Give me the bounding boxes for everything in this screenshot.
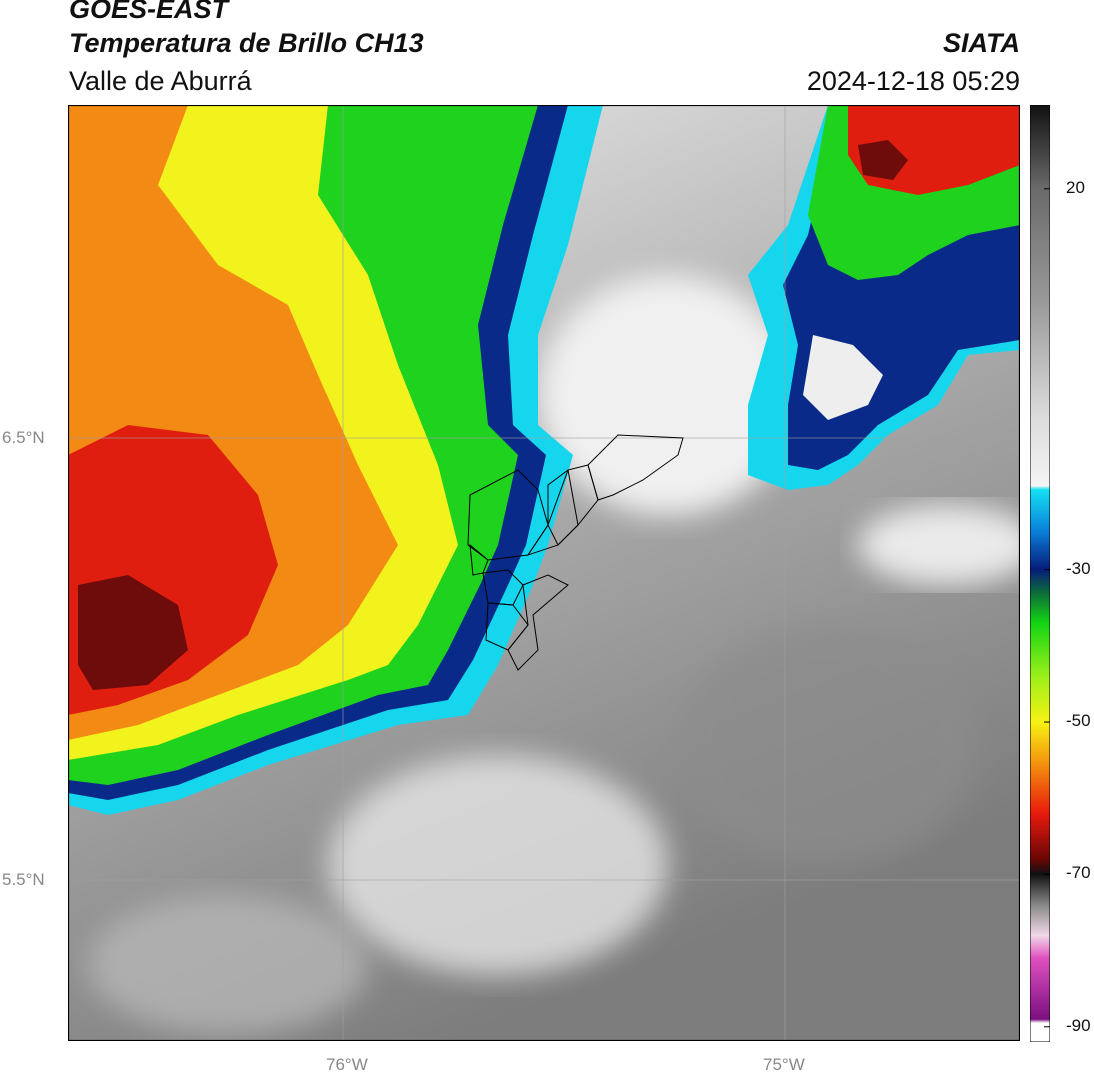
cloud-cold-core	[78, 575, 188, 690]
lat-label-5-5: 5.5°N	[2, 870, 45, 889]
colorbar-tick-label: -70	[1066, 863, 1091, 883]
org-label: SIATA	[943, 28, 1020, 58]
ne-clear-patch	[803, 335, 883, 420]
product-title: Temperatura de Brillo CH13	[69, 28, 424, 58]
satellite-title: GOES-EAST	[69, 0, 229, 24]
colorbar	[1030, 105, 1050, 1042]
convective-cloud-west	[68, 105, 603, 815]
colorbar-tick-label: 20	[1066, 177, 1085, 197]
municipality-boundaries	[467, 434, 684, 671]
colorbar-tick-label: -30	[1066, 558, 1091, 578]
convective-cloud-northeast	[748, 105, 1020, 490]
ne-cloud-core	[858, 140, 908, 180]
region-label: Valle de Aburrá	[69, 66, 252, 96]
lon-label-75w: 75°W	[763, 1055, 805, 1074]
colorbar-gradient	[1030, 105, 1050, 1042]
grid-lines	[68, 105, 1020, 1041]
brightness-temperature-map	[68, 105, 1020, 1041]
colorbar-tick-label: -50	[1066, 711, 1091, 731]
map-frame	[68, 105, 1020, 1041]
lon-label-76w: 76°W	[326, 1055, 368, 1074]
lat-label-6-5: 6.5°N	[2, 428, 45, 447]
timestamp-label: 2024-12-18 05:29	[806, 66, 1020, 96]
colorbar-tick-label: -90	[1066, 1015, 1091, 1035]
